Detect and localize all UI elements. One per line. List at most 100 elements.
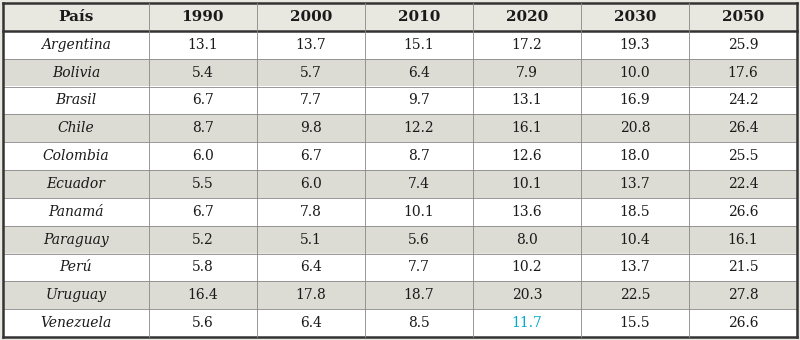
Text: 2030: 2030 [614, 10, 656, 24]
Bar [3, 281, 149, 309]
Bar [365, 254, 473, 281]
Bar [257, 114, 365, 142]
Bar [581, 198, 689, 226]
Text: Brasil: Brasil [55, 94, 97, 107]
Bar [689, 59, 797, 86]
Bar [257, 254, 365, 281]
Bar [149, 59, 257, 86]
Bar [473, 281, 581, 309]
Bar [473, 31, 581, 59]
Text: 13.7: 13.7 [619, 177, 650, 191]
Text: Uruguay: Uruguay [46, 288, 106, 302]
Text: 5.7: 5.7 [300, 66, 322, 80]
Bar [257, 142, 365, 170]
Bar [581, 142, 689, 170]
Bar [365, 170, 473, 198]
Text: 6.4: 6.4 [300, 260, 322, 274]
Bar [3, 254, 149, 281]
Bar [3, 309, 149, 337]
Text: 9.8: 9.8 [300, 121, 322, 135]
Bar [473, 309, 581, 337]
Text: 6.7: 6.7 [300, 149, 322, 163]
Bar [473, 254, 581, 281]
Bar [689, 31, 797, 59]
Bar [689, 170, 797, 198]
Bar [3, 31, 149, 59]
Bar [365, 226, 473, 254]
Bar [149, 31, 257, 59]
Text: 20.3: 20.3 [512, 288, 542, 302]
Bar [689, 281, 797, 309]
Bar [257, 86, 365, 114]
Text: 10.1: 10.1 [511, 177, 542, 191]
Text: 8.0: 8.0 [516, 233, 538, 246]
Bar [149, 114, 257, 142]
Text: 16.1: 16.1 [511, 121, 542, 135]
Text: 10.0: 10.0 [620, 66, 650, 80]
Bar [149, 254, 257, 281]
Bar [581, 59, 689, 86]
Text: 18.7: 18.7 [403, 288, 434, 302]
Bar [149, 226, 257, 254]
Text: 6.4: 6.4 [408, 66, 430, 80]
Text: 5.8: 5.8 [192, 260, 214, 274]
Bar [365, 309, 473, 337]
Bar [689, 114, 797, 142]
Text: 25.5: 25.5 [728, 149, 758, 163]
Text: 12.6: 12.6 [512, 149, 542, 163]
Text: 6.4: 6.4 [300, 316, 322, 330]
Bar [257, 170, 365, 198]
Text: 6.0: 6.0 [300, 177, 322, 191]
Bar [581, 170, 689, 198]
Text: 7.4: 7.4 [408, 177, 430, 191]
Text: 26.6: 26.6 [728, 316, 758, 330]
Text: 13.1: 13.1 [187, 38, 218, 52]
Text: 26.6: 26.6 [728, 205, 758, 219]
Text: 11.7: 11.7 [511, 316, 542, 330]
Bar [473, 142, 581, 170]
Text: 20.8: 20.8 [620, 121, 650, 135]
Text: Perú: Perú [60, 260, 92, 274]
Text: 5.6: 5.6 [408, 233, 430, 246]
Text: 7.7: 7.7 [300, 94, 322, 107]
Bar [365, 198, 473, 226]
Bar [365, 59, 473, 86]
Bar [257, 3, 365, 31]
Text: 12.2: 12.2 [403, 121, 434, 135]
Text: 1990: 1990 [182, 10, 224, 24]
Text: 2000: 2000 [290, 10, 332, 24]
Text: Panamá: Panamá [48, 205, 104, 219]
Bar [3, 198, 149, 226]
Bar [257, 281, 365, 309]
Text: 7.9: 7.9 [516, 66, 538, 80]
Bar [149, 309, 257, 337]
Bar [149, 3, 257, 31]
Text: 21.5: 21.5 [728, 260, 758, 274]
Bar [473, 114, 581, 142]
Text: 5.6: 5.6 [192, 316, 214, 330]
Text: Colombia: Colombia [42, 149, 110, 163]
Bar [365, 31, 473, 59]
Text: 16.1: 16.1 [728, 233, 758, 246]
Text: 10.2: 10.2 [512, 260, 542, 274]
Text: 26.4: 26.4 [728, 121, 758, 135]
Bar [473, 198, 581, 226]
Text: 5.4: 5.4 [192, 66, 214, 80]
Text: 13.7: 13.7 [295, 38, 326, 52]
Bar [257, 309, 365, 337]
Text: 27.8: 27.8 [728, 288, 758, 302]
Text: 7.7: 7.7 [408, 260, 430, 274]
Bar [689, 254, 797, 281]
Text: 18.5: 18.5 [620, 205, 650, 219]
Bar [365, 114, 473, 142]
Text: 7.8: 7.8 [300, 205, 322, 219]
Text: 5.1: 5.1 [300, 233, 322, 246]
Bar [473, 226, 581, 254]
Bar [689, 309, 797, 337]
Text: 8.5: 8.5 [408, 316, 430, 330]
Bar [149, 170, 257, 198]
Bar [365, 142, 473, 170]
Text: 19.3: 19.3 [620, 38, 650, 52]
Text: 6.7: 6.7 [192, 205, 214, 219]
Text: 5.2: 5.2 [192, 233, 214, 246]
